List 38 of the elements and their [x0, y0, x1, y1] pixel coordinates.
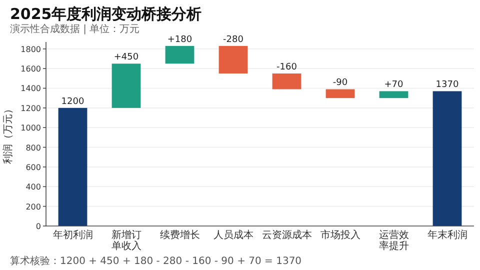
data-label: +450	[114, 52, 139, 63]
data-label: -280	[223, 34, 244, 45]
y-tick-label: 0	[36, 222, 41, 231]
y-axis-title: 利润（万元）	[2, 104, 14, 164]
bar	[58, 108, 88, 226]
text: 算术核验：1200 + 450 + 180 - 280 - 160 - 90 + 70 = 1370	[10, 255, 302, 267]
data-label: 1200	[61, 96, 84, 107]
bar	[379, 91, 408, 98]
data-label: -90	[332, 78, 348, 88]
y-tick-label: 1200	[20, 104, 41, 113]
x-tick-label: 年末利润	[427, 229, 468, 241]
bar	[326, 89, 355, 98]
bar	[165, 46, 194, 64]
x-tick-label: 新增订单收入	[111, 229, 142, 252]
x-tick-label: 运营效率提升	[378, 229, 409, 252]
y-tick-label: 1000	[20, 124, 41, 133]
x-tick-label: 人员成本	[213, 229, 254, 241]
x-tick-label: 市场投入	[320, 229, 360, 241]
y-tick-label: 1600	[20, 64, 41, 74]
bar	[218, 46, 248, 74]
data-label: -160	[276, 62, 298, 72]
bar	[272, 73, 302, 90]
data-label: +70	[384, 80, 404, 90]
data-label: 1370	[436, 80, 459, 90]
y-tick-label: 200	[26, 202, 41, 212]
data-label: +180	[167, 34, 192, 45]
x-tick-label: 续费增长	[160, 229, 200, 241]
y-tick-label: 1400	[20, 84, 41, 94]
y-tick-label: 1800	[20, 44, 41, 54]
y-tick-label: 600	[26, 162, 41, 172]
bar	[432, 91, 462, 226]
chart-subtitle: 演示性合成数据 | 单位：万元	[10, 23, 140, 35]
chart-title: 2025年度利润变动桥接分析	[10, 5, 202, 23]
bar	[112, 64, 141, 108]
y-tick-label: 400	[26, 182, 41, 192]
y-tick-label: 800	[26, 143, 41, 152]
x-tick-label: 年初利润	[52, 229, 93, 241]
x-tick-label: 云资源成本	[262, 229, 312, 241]
